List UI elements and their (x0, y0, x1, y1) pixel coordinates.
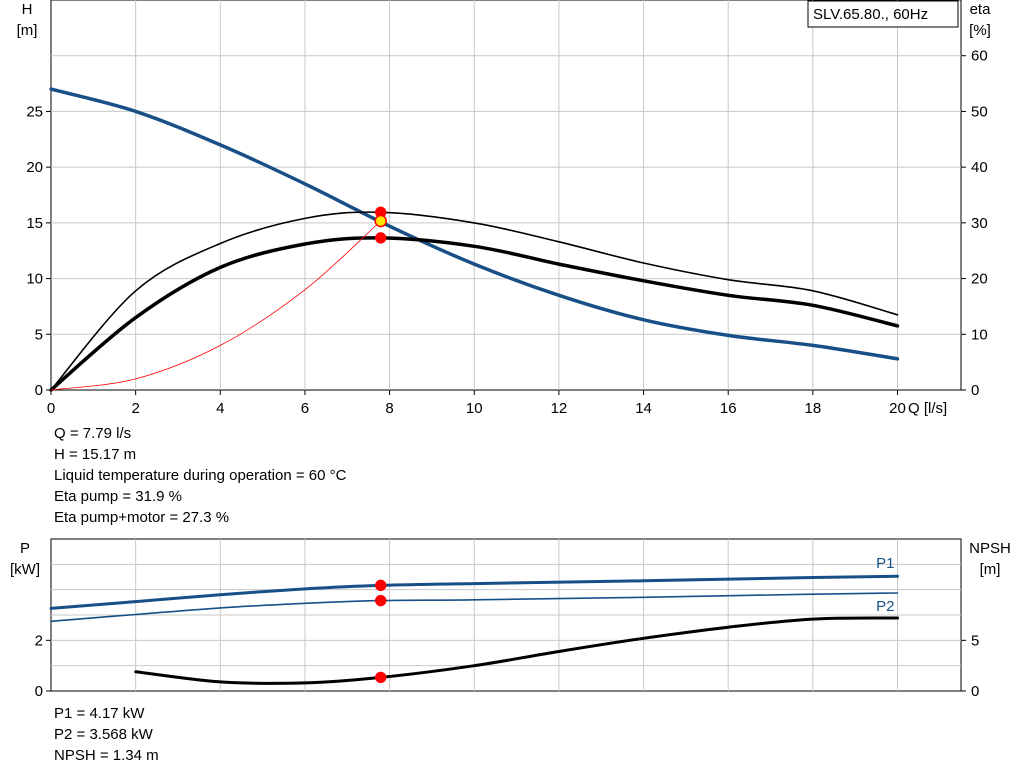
right-axis-label: eta (970, 1, 992, 18)
x-axis-label: Q [l/s] (908, 400, 947, 417)
x-axis-tick-label: 20 (889, 400, 906, 417)
x-axis-tick-label: 8 (385, 400, 393, 417)
right-axis-tick-label: 20 (971, 271, 988, 288)
info-p2: P2 = 3.568 kW (54, 726, 153, 743)
right-axis-label: NPSH (969, 540, 1011, 557)
left-axis-label: P (20, 540, 30, 557)
series-label-P1: P1 (876, 555, 894, 572)
right-axis-tick-label: 0 (971, 683, 979, 700)
x-axis-tick-label: 6 (301, 400, 309, 417)
series-line-NPSH (134, 616, 899, 685)
left-axis-unit: [kW] (10, 561, 40, 578)
left-axis-tick-label: 2 (35, 632, 43, 649)
head-efficiency-chart: 0 5 10 15 20 25 0 10 20 30 40 50 60 0 2 4 6 8 10 12 14 16 18 20… (17, 0, 992, 417)
left-axis-label: H (22, 1, 33, 18)
series-line-eta-pump-motor (49, 236, 900, 392)
duty-point-marker (374, 232, 387, 244)
right-axis-tick-label: 5 (971, 632, 979, 649)
chart-title: SLV.65.80., 60Hz (813, 6, 928, 23)
right-axis-unit: [m] (980, 561, 1001, 578)
x-axis-tick-label: 14 (635, 400, 652, 417)
info-eta-pump: Eta pump = 31.9 % (54, 488, 182, 505)
right-axis-tick-label: 30 (971, 215, 988, 232)
info-npsh: NPSH = 1.34 m (54, 747, 159, 764)
title-box (807, 0, 959, 28)
x-axis-tick-label: 4 (216, 400, 224, 417)
duty-point-info: Q = 7.79 l/s H = 15.17 m Liquid temperat… (54, 423, 346, 528)
info-eta-pump-motor: Eta pump+motor = 27.3 % (54, 509, 230, 526)
x-axis-tick-label: 0 (47, 400, 55, 417)
power-info: P1 = 4.17 kW P2 = 3.568 kW NPSH = 1.34 m (54, 703, 159, 766)
left-axis-tick-label: 15 (26, 215, 43, 232)
right-axis-tick-label: 40 (971, 159, 988, 176)
x-axis-tick-label: 18 (805, 400, 822, 417)
x-axis-tick-label: 10 (466, 400, 483, 417)
info-liquid-temperature: Liquid temperature during operation = 60… (54, 467, 347, 484)
left-axis-tick-label: 25 (26, 103, 43, 120)
info-head: H = 15.17 m (54, 446, 137, 463)
left-axis-tick-label: 5 (35, 326, 43, 343)
left-axis-tick-label: 20 (26, 159, 43, 176)
x-axis-tick-label: 16 (720, 400, 737, 417)
series-line-head (49, 87, 900, 361)
right-axis-tick-label: 50 (971, 103, 988, 120)
duty-point-marker (374, 594, 387, 607)
left-axis-unit: [m] (17, 22, 38, 39)
x-axis-tick-label: 12 (551, 400, 568, 417)
plot-frame (50, 0, 962, 391)
power-npsh-chart: 0 2 0 5 P [kW] NPSH [m] P1 P2 (10, 538, 1011, 700)
series-line-P2 (50, 592, 899, 623)
right-axis-tick-label: 60 (971, 48, 988, 65)
right-axis-tick-label: 10 (971, 326, 988, 343)
duty-point-marker (374, 214, 387, 228)
right-axis-unit: [%] (969, 22, 991, 39)
x-axis-tick-label: 2 (131, 400, 139, 417)
right-axis-tick-label: 0 (971, 382, 979, 399)
left-axis-tick-label: 0 (35, 683, 43, 700)
series-line-P1 (49, 574, 899, 610)
left-axis-tick-label: 0 (35, 382, 43, 399)
info-flow: Q = 7.79 l/s (54, 425, 132, 442)
duty-point-marker (374, 579, 387, 592)
left-axis-tick-label: 10 (26, 271, 43, 288)
info-p1: P1 = 4.17 kW (54, 705, 145, 722)
series-line-system-curve (50, 220, 382, 391)
series-line-eta-pump (50, 211, 899, 391)
series-label-P2: P2 (876, 598, 894, 615)
duty-point-marker (374, 671, 387, 684)
